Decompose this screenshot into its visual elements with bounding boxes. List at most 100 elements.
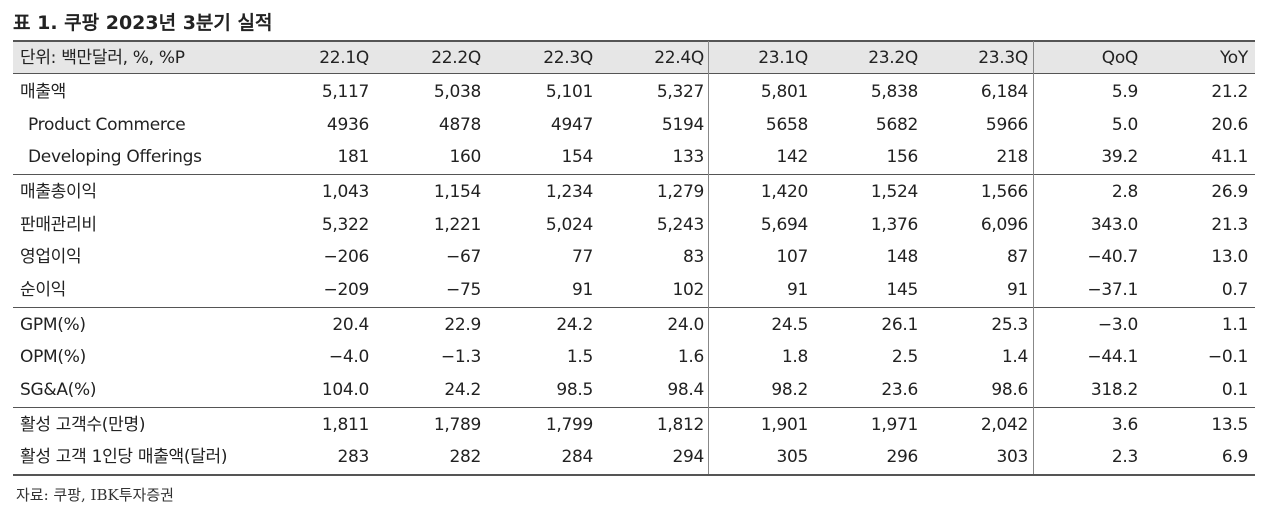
cell: −3.0 — [1097, 314, 1138, 335]
cell: 24.2 — [556, 314, 593, 335]
cell: −37.1 — [1087, 279, 1138, 300]
cell: 24.0 — [667, 314, 704, 335]
row-label: 판매관리비 — [20, 214, 97, 235]
cell: 39.2 — [1101, 147, 1138, 167]
cell: 2.5 — [891, 347, 918, 367]
row-label: 영업이익 — [20, 247, 82, 267]
header-cell: 22.4Q — [654, 48, 704, 68]
cell: 5682 — [875, 114, 918, 135]
cell: 1,154 — [433, 182, 481, 202]
cell: 1,524 — [870, 182, 918, 202]
cell: 0.7 — [1221, 279, 1248, 300]
cell: 218 — [996, 147, 1028, 167]
cell: 284 — [561, 447, 593, 467]
cell: 305 — [776, 447, 808, 467]
cell: 5,038 — [433, 82, 481, 102]
cell: 2.3 — [1111, 447, 1138, 467]
cell: −206 — [323, 247, 370, 267]
cell: 5194 — [661, 114, 704, 135]
cell: 148 — [886, 247, 918, 267]
cell: 6.9 — [1221, 447, 1248, 467]
cell: 21.2 — [1211, 82, 1248, 102]
cell: 160 — [449, 147, 481, 167]
cell: 1,420 — [760, 182, 808, 202]
cell: 145 — [886, 279, 918, 300]
cell: 1,789 — [433, 414, 481, 435]
cell: 1,234 — [545, 182, 593, 202]
cell: 4947 — [550, 114, 593, 135]
source-note: 자료: 쿠팡, IBK투자증권 — [16, 486, 174, 504]
cell: 26.9 — [1211, 182, 1248, 202]
row-label: Developing Offerings — [28, 147, 202, 167]
header-cell: 22.2Q — [431, 48, 481, 68]
cell: 1,221 — [433, 214, 481, 235]
cell: 0.1 — [1221, 379, 1248, 400]
cell: 283 — [337, 447, 369, 467]
cell: 13.0 — [1211, 247, 1248, 267]
cell: 41.1 — [1211, 147, 1248, 167]
cell: 23.6 — [881, 379, 918, 400]
cell: 6,184 — [980, 82, 1028, 102]
cell: 1,812 — [656, 414, 704, 435]
cell: −1.3 — [440, 347, 481, 367]
cell: 1.4 — [1001, 347, 1028, 367]
cell: 13.5 — [1211, 414, 1248, 435]
cell: 5,327 — [656, 82, 704, 102]
row-label: OPM(%) — [20, 347, 86, 367]
table-title: 표 1. 쿠팡 2023년 3분기 실적 — [13, 12, 273, 34]
group-rule — [13, 406, 1255, 408]
row-label: GPM(%) — [20, 314, 86, 335]
cell: 5658 — [765, 114, 808, 135]
cell: 142 — [776, 147, 808, 167]
cell: 20.4 — [332, 314, 369, 335]
cell: 1.5 — [566, 347, 593, 367]
cell: 5,024 — [545, 214, 593, 235]
cell: 98.2 — [771, 379, 808, 400]
header-cell: 23.1Q — [758, 48, 808, 68]
header-cell: QoQ — [1101, 48, 1139, 68]
cell: −44.1 — [1087, 347, 1138, 367]
header-cell: 22.1Q — [319, 48, 369, 68]
cell: 104.0 — [321, 379, 369, 400]
cell: 2,042 — [980, 414, 1028, 435]
cell: 181 — [337, 147, 369, 167]
cell: 102 — [672, 279, 704, 300]
header-cell: 23.3Q — [978, 48, 1028, 68]
cell: 296 — [886, 447, 918, 467]
cell: 5,101 — [545, 82, 593, 102]
cell: 1,043 — [321, 182, 369, 202]
cell: 24.2 — [444, 379, 481, 400]
row-label: 활성 고객수(만명) — [20, 414, 146, 435]
cell: 98.4 — [667, 379, 704, 400]
cell: 5.9 — [1111, 82, 1138, 102]
cell: 1.6 — [677, 347, 704, 367]
column-divider — [1033, 41, 1034, 474]
cell: −40.7 — [1087, 247, 1138, 267]
cell: 5,243 — [656, 214, 704, 235]
cell: 25.3 — [991, 314, 1028, 335]
cell: 91 — [786, 279, 808, 300]
row-label: 활성 고객 1인당 매출액(달러) — [20, 447, 228, 467]
group-rule — [13, 306, 1255, 308]
cell: 26.1 — [881, 314, 918, 335]
cell: 1,566 — [980, 182, 1028, 202]
bottom-rule — [13, 474, 1255, 476]
cell: 1.1 — [1221, 314, 1248, 335]
cell: 1,811 — [321, 414, 369, 435]
cell: 21.3 — [1211, 214, 1248, 235]
cell: 5966 — [985, 114, 1028, 135]
cell: 98.5 — [556, 379, 593, 400]
row-label: 매출총이익 — [20, 182, 97, 202]
column-divider — [708, 41, 709, 474]
cell: 22.9 — [444, 314, 481, 335]
header-cell: YoY — [1219, 48, 1248, 68]
cell: 77 — [571, 247, 593, 267]
cell: 5.0 — [1111, 114, 1138, 135]
cell: −209 — [323, 279, 370, 300]
cell: 343.0 — [1090, 214, 1138, 235]
cell: 1,971 — [870, 414, 918, 435]
header-background — [13, 41, 1255, 73]
cell: 2.8 — [1111, 182, 1138, 202]
row-label: 매출액 — [20, 82, 67, 102]
